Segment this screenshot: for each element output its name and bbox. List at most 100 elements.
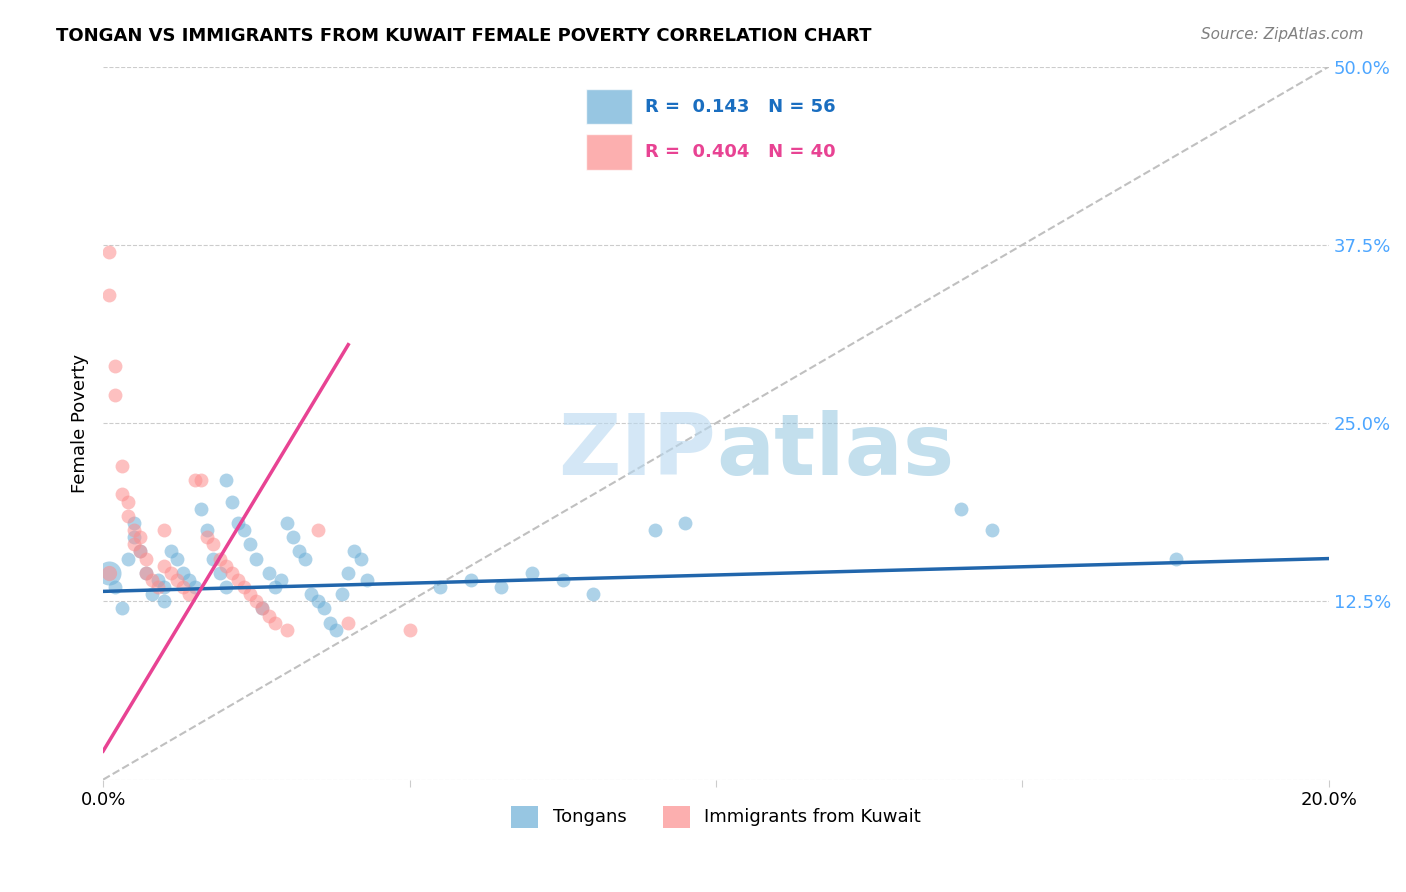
Point (429, 580, 451, 594)
Point (276, 516, 298, 530)
Point (263, 580, 285, 594)
Point (110, 458, 132, 473)
Point (491, 580, 513, 594)
Point (208, 566, 231, 580)
Point (104, 580, 127, 594)
Text: R =  0.143   N = 56: R = 0.143 N = 56 (644, 98, 835, 116)
Point (117, 494, 139, 508)
Point (337, 566, 360, 580)
Point (349, 551, 371, 566)
Point (122, 523, 145, 537)
Point (307, 523, 329, 537)
Point (184, 473, 207, 487)
Point (159, 544, 181, 558)
Point (177, 573, 200, 587)
Point (288, 544, 311, 558)
FancyBboxPatch shape (586, 89, 633, 124)
Point (233, 523, 256, 537)
Point (233, 580, 256, 594)
Text: Source: ZipAtlas.com: Source: ZipAtlas.com (1201, 27, 1364, 42)
Point (226, 573, 249, 587)
Point (190, 501, 212, 516)
Point (177, 587, 200, 601)
Point (319, 615, 342, 630)
Point (202, 537, 225, 551)
Point (104, 359, 127, 373)
Point (252, 601, 274, 615)
Point (226, 516, 249, 530)
Point (98, 566, 121, 580)
Point (239, 587, 262, 601)
Text: ZIP: ZIP (558, 410, 716, 493)
Point (980, 523, 1002, 537)
Point (129, 530, 152, 544)
Point (221, 494, 243, 508)
Point (215, 473, 238, 487)
Point (153, 580, 176, 594)
Point (172, 566, 194, 580)
Point (129, 544, 152, 558)
Point (398, 623, 420, 637)
Point (135, 566, 157, 580)
Point (110, 487, 132, 501)
Point (551, 573, 574, 587)
Point (153, 594, 176, 608)
Point (263, 615, 285, 630)
Point (221, 566, 243, 580)
Point (135, 551, 157, 566)
Point (520, 566, 543, 580)
Point (122, 537, 145, 551)
Point (195, 523, 218, 537)
Point (276, 623, 298, 637)
Point (117, 508, 139, 523)
Point (122, 516, 145, 530)
Point (330, 587, 353, 601)
Point (208, 551, 231, 566)
Point (343, 544, 366, 558)
Point (252, 601, 274, 615)
FancyBboxPatch shape (574, 79, 889, 179)
Point (337, 615, 360, 630)
Point (312, 601, 335, 615)
Point (135, 566, 157, 580)
Point (257, 566, 280, 580)
Point (202, 551, 225, 566)
Point (190, 473, 212, 487)
Point (245, 551, 267, 566)
Point (1164, 551, 1187, 566)
Point (257, 608, 280, 623)
Legend: Tongans, Immigrants from Kuwait: Tongans, Immigrants from Kuwait (503, 798, 928, 835)
Point (950, 501, 973, 516)
Point (356, 573, 378, 587)
Point (110, 601, 132, 615)
Point (301, 587, 323, 601)
Point (270, 573, 292, 587)
Point (582, 587, 605, 601)
Point (166, 551, 188, 566)
Point (245, 594, 267, 608)
Point (294, 551, 316, 566)
Text: TONGAN VS IMMIGRANTS FROM KUWAIT FEMALE POVERTY CORRELATION CHART: TONGAN VS IMMIGRANTS FROM KUWAIT FEMALE … (56, 27, 872, 45)
Point (307, 594, 329, 608)
Point (172, 580, 194, 594)
Point (141, 573, 163, 587)
Point (104, 387, 127, 401)
Point (281, 530, 304, 544)
Point (153, 523, 176, 537)
Point (148, 573, 170, 587)
Point (239, 537, 262, 551)
Point (195, 530, 218, 544)
Text: atlas: atlas (716, 410, 955, 493)
Point (460, 573, 482, 587)
Point (98, 244, 121, 259)
Point (215, 558, 238, 573)
Point (141, 587, 163, 601)
Point (129, 544, 152, 558)
Point (117, 551, 139, 566)
Y-axis label: Female Poverty: Female Poverty (72, 353, 89, 492)
Point (159, 566, 181, 580)
Point (215, 580, 238, 594)
Point (122, 530, 145, 544)
Point (153, 558, 176, 573)
Text: R =  0.404   N = 40: R = 0.404 N = 40 (644, 143, 835, 161)
